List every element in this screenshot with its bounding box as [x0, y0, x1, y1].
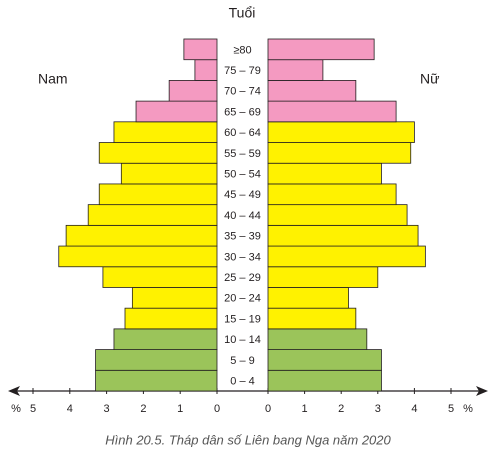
- age-label: 35 – 39: [224, 231, 261, 243]
- caption: Hình 20.5. Tháp dân số Liên bang Nga năm…: [105, 432, 391, 447]
- age-label: 75 – 79: [224, 65, 261, 77]
- bar-male: [95, 349, 218, 371]
- age-label: 60 – 64: [224, 127, 261, 139]
- x-unit: %: [11, 403, 21, 415]
- bar-male: [98, 183, 218, 206]
- age-label: 0 – 4: [230, 376, 254, 388]
- x-tick-label: 2: [338, 403, 344, 415]
- bar-male: [113, 121, 218, 143]
- bar-female: [267, 59, 324, 81]
- age-label: 65 – 69: [224, 106, 261, 118]
- bar-female: [267, 80, 357, 102]
- x-tick-label: 5: [448, 403, 454, 415]
- x-tick-label: 0: [265, 403, 271, 415]
- left-label: Nam: [38, 71, 68, 87]
- bar-female: [267, 100, 397, 123]
- x-tick-label: 2: [140, 403, 146, 415]
- bar-male: [87, 204, 218, 226]
- bar-female: [267, 204, 408, 226]
- x-tick-label: 1: [302, 403, 308, 415]
- bar-male: [168, 80, 218, 102]
- bar-female: [267, 328, 368, 350]
- age-label: ≥80: [233, 44, 251, 56]
- bar-male: [102, 266, 218, 288]
- bar-female: [267, 349, 382, 371]
- right-label: Nữ: [420, 71, 439, 87]
- bar-male: [65, 224, 218, 247]
- bar-female: [267, 183, 397, 206]
- age-label: 25 – 29: [224, 272, 261, 284]
- age-label: 15 – 19: [224, 313, 261, 325]
- x-tick-label: 5: [30, 403, 36, 415]
- age-label: 5 – 9: [230, 355, 254, 367]
- bar-male: [124, 307, 218, 330]
- bar-male: [135, 100, 218, 123]
- x-tick-label: 1: [177, 403, 183, 415]
- bar-female: [267, 38, 375, 61]
- x-tick-label: 3: [104, 403, 110, 415]
- bar-female: [267, 162, 382, 185]
- age-label: 20 – 24: [224, 293, 261, 305]
- bar-male: [194, 59, 218, 81]
- bar-male: [113, 328, 218, 350]
- bar-male: [183, 38, 218, 61]
- y-axis-label: Tuổi: [229, 5, 256, 21]
- age-label: 45 – 49: [224, 189, 261, 201]
- bar-male: [95, 369, 218, 392]
- bar-female: [267, 224, 419, 247]
- age-label: 10 – 14: [224, 334, 261, 346]
- bar-female: [267, 245, 426, 268]
- bar-female: [267, 307, 357, 330]
- bar-female: [267, 121, 415, 143]
- age-label: 55 – 59: [224, 148, 261, 160]
- age-label: 50 – 54: [224, 168, 261, 180]
- bar-female: [267, 142, 412, 164]
- bar-female: [267, 287, 349, 309]
- x-tick-label: 0: [214, 403, 220, 415]
- x-tick-label: 4: [411, 403, 417, 415]
- x-tick-label: 3: [375, 403, 381, 415]
- x-tick-label: 4: [67, 403, 73, 415]
- bar-female: [267, 369, 382, 392]
- x-unit: %: [463, 403, 473, 415]
- age-label: 70 – 74: [224, 86, 261, 98]
- bar-male: [98, 142, 218, 164]
- age-label: 30 – 34: [224, 251, 261, 263]
- bar-male: [131, 287, 218, 309]
- bar-male: [120, 162, 218, 185]
- age-label: 40 – 44: [224, 210, 261, 222]
- bar-male: [58, 245, 218, 268]
- bar-female: [267, 266, 379, 288]
